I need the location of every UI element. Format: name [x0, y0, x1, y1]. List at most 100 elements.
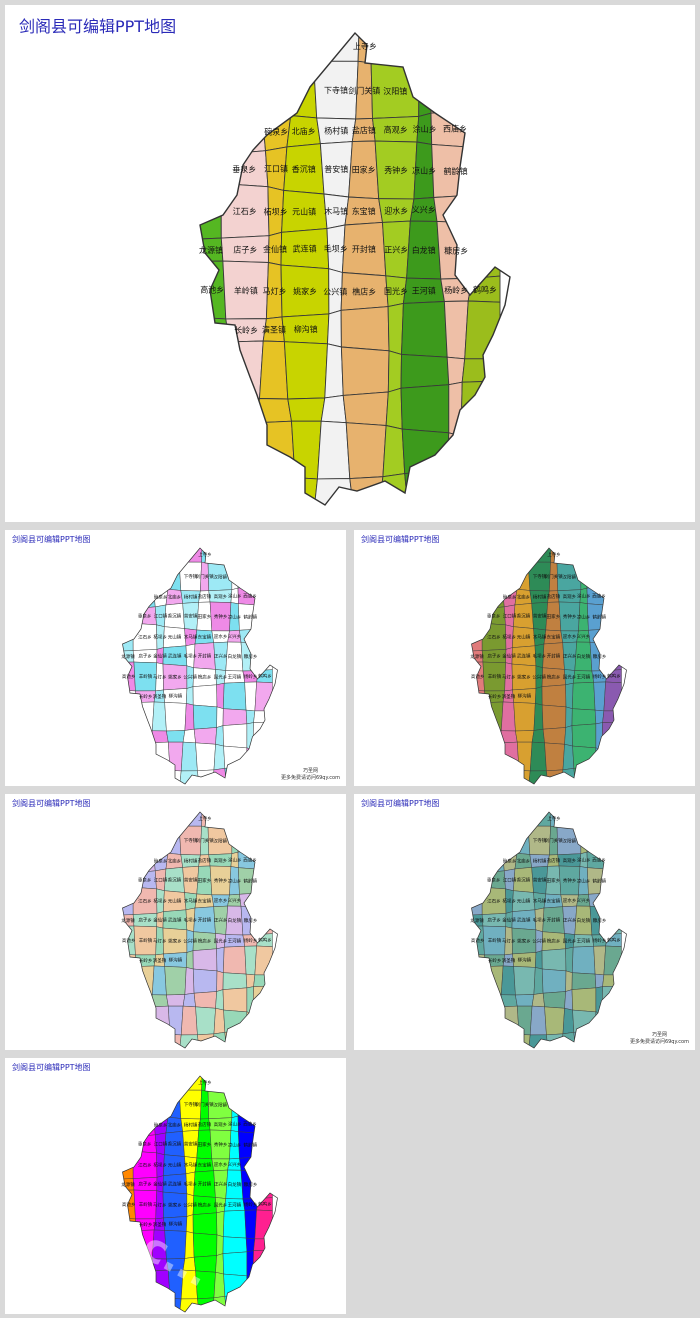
town-region	[572, 682, 596, 711]
town-label: 北庙乡	[168, 858, 182, 865]
town-label: 开封镇	[547, 916, 561, 923]
town-region	[601, 749, 622, 765]
town-label: 羊岭镇	[488, 673, 502, 680]
county-outline	[199, 31, 511, 506]
town-region	[340, 346, 390, 396]
town-region	[471, 991, 490, 1011]
town-region	[150, 994, 169, 1008]
town-label: 长岭乡	[488, 693, 502, 700]
town-label: 江石乡	[233, 207, 257, 216]
town-region	[486, 965, 504, 995]
town-label: 王河镇	[228, 1201, 242, 1208]
footer-line2: 更多免费请访问69qy.com	[629, 1039, 689, 1045]
town-label: 碗泉乡	[264, 126, 288, 136]
town-region	[500, 562, 519, 590]
town-label: 垂泉乡	[487, 876, 501, 883]
town-region	[136, 548, 152, 567]
town-region	[186, 686, 194, 706]
town-label: 龙源镇	[470, 653, 484, 660]
town-label: 公兴镇	[183, 938, 197, 945]
town-region	[573, 766, 596, 784]
town-label: 江石乡	[487, 898, 501, 905]
town-region	[485, 812, 501, 831]
county-map: 上寺乡下寺镇剑门关镇汉阳镇碗泉乡北庙乡杨村镇盐店镇高观乡涂山乡西庙乡垂泉乡江口镇…	[470, 811, 627, 1049]
town-region	[122, 812, 140, 833]
town-label: 毛坝乡	[324, 244, 348, 254]
town-region	[610, 848, 622, 872]
town-label: 香沉镇	[517, 612, 531, 619]
town-region	[290, 60, 318, 119]
town-region	[471, 622, 483, 652]
town-region	[149, 812, 172, 829]
town-region	[141, 1031, 150, 1048]
town-label: 姚家乡	[517, 938, 531, 945]
slide-title: 剑阁县可编辑PPT地图	[12, 535, 91, 544]
town-label: 糠房乡	[244, 653, 258, 660]
town-region	[571, 987, 597, 1013]
town-region	[222, 1251, 248, 1277]
town-label: 垂泉乡	[138, 1140, 152, 1147]
town-region	[564, 725, 573, 747]
town-label: 剑门关镇	[196, 573, 214, 580]
town-region	[222, 987, 248, 1013]
town-region	[137, 701, 155, 731]
town-label: 东宝镇	[198, 1161, 212, 1168]
town-label: 义兴乡	[577, 633, 591, 640]
town-label: 义兴乡	[228, 897, 242, 904]
town-label: 马灯乡	[153, 673, 167, 680]
town-label: 开封镇	[198, 652, 212, 659]
town-label: 盐店镇	[198, 1121, 212, 1128]
town-label: 垂泉乡	[138, 612, 152, 619]
town-region	[340, 306, 390, 352]
town-region	[541, 684, 567, 708]
town-region	[542, 727, 566, 745]
town-label: 王河镇	[412, 286, 436, 296]
town-label: 鹤龄镇	[244, 1142, 258, 1149]
town-region	[471, 702, 489, 730]
town-region	[186, 950, 194, 970]
town-label: 东宝镇	[198, 897, 212, 904]
town-region	[149, 1076, 172, 1093]
town-region	[224, 1030, 247, 1048]
town-region	[152, 701, 167, 732]
town-label: 普安镇	[184, 877, 198, 884]
town-region	[571, 723, 597, 749]
town-label: 下寺镇	[324, 85, 348, 95]
town-label: 柘坝乡	[264, 206, 288, 216]
town-region	[609, 567, 622, 587]
town-label: 木马镇	[533, 634, 547, 641]
town-label: 杨岭乡	[593, 937, 607, 944]
town-region	[518, 812, 529, 828]
town-label: 樵店乡	[198, 938, 212, 945]
town-label: 公兴镇	[183, 674, 197, 681]
town-region	[601, 985, 622, 1015]
town-region	[213, 1008, 226, 1035]
town-label: 武连镇	[168, 652, 182, 659]
town-region	[482, 849, 505, 873]
town-label: 杨村镇	[184, 1121, 198, 1128]
town-label: 香沉镇	[292, 164, 316, 174]
town-label: 白龙镇	[228, 917, 242, 924]
town-label: 糠房乡	[593, 917, 607, 924]
county-outline	[122, 547, 278, 785]
town-label: 糠房乡	[444, 245, 468, 255]
town-region	[148, 1005, 171, 1035]
town-region	[122, 765, 143, 784]
town-label: 鹤鸣乡	[473, 284, 497, 294]
town-label: 木马镇	[184, 898, 198, 905]
town-region	[471, 222, 501, 279]
town-region	[192, 968, 218, 994]
town-region	[401, 428, 450, 475]
town-region	[223, 1273, 248, 1297]
town-label: 金仙镇	[502, 652, 516, 659]
town-region	[122, 702, 140, 730]
town-label: 上寺乡	[547, 815, 561, 822]
town-region	[239, 628, 262, 644]
town-label: 碗泉乡	[154, 1122, 168, 1129]
town-label: 下寺镇	[184, 573, 198, 580]
town-region	[345, 422, 387, 480]
town-label: 长岭乡	[139, 1221, 153, 1228]
town-region	[587, 812, 610, 833]
town-region	[122, 1272, 142, 1296]
town-region	[471, 765, 492, 784]
